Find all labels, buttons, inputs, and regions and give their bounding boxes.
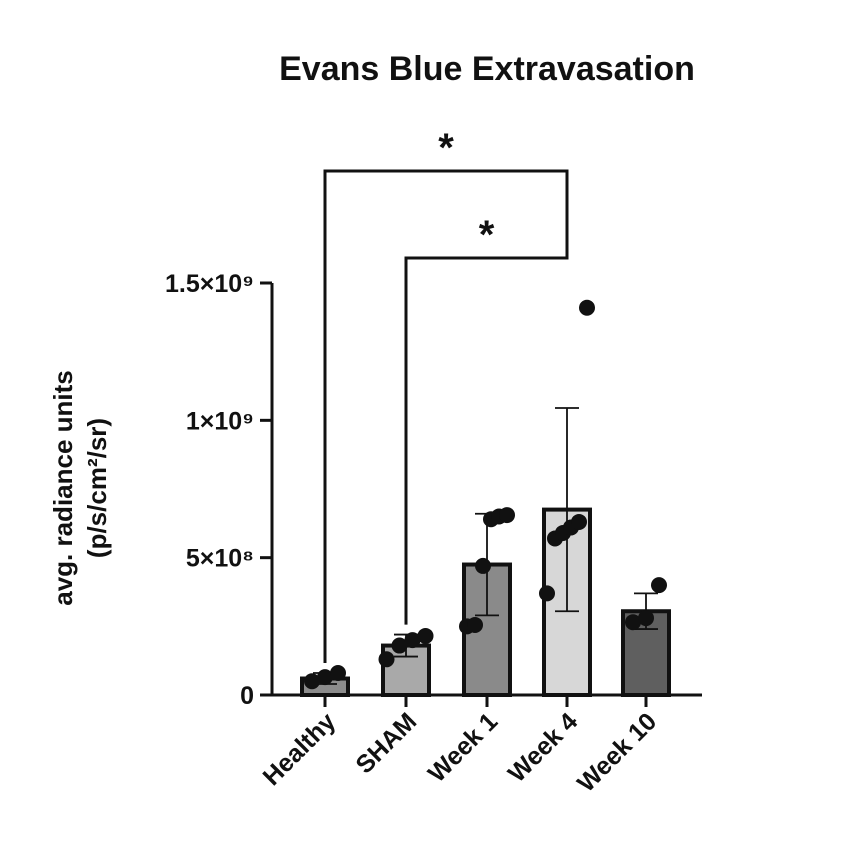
y-tick-label: 1×10⁹ [186,407,254,435]
y-axis-label-line1: avg. radiance units [48,370,78,606]
data-point [417,627,434,644]
data-point [651,577,667,594]
data-point [539,585,555,602]
data-point [638,610,654,627]
data-point [475,557,491,574]
data-point [330,665,346,682]
data-point [499,507,515,524]
significance-star: * [479,213,495,257]
x-tick-label: Week 10 [572,707,662,797]
y-axis-label-line2: (p/s/cm²/sr) [82,418,112,558]
data-point [304,673,320,690]
data-point [467,616,483,633]
data-point [625,614,641,631]
data-point [579,299,595,316]
y-tick-label: 5×10⁸ [186,545,254,573]
significance-bracket [323,169,569,664]
y-tick-label: 0 [240,682,254,710]
y-tick-label: 1.5×10⁹ [165,270,254,298]
chart-title: Evans Blue Extravasation [279,50,695,88]
data-point [571,513,587,530]
data-point [404,632,421,649]
x-tick-label: Week 4 [503,707,583,787]
data-point [391,637,408,654]
significance-bracket [404,232,569,625]
x-tick-label: Week 1 [423,707,503,787]
data-point [378,651,395,668]
data-point [317,669,333,686]
significance-star: * [438,126,454,170]
x-tick-label: SHAM [350,707,422,779]
x-tick-label: Healthy [258,707,342,791]
